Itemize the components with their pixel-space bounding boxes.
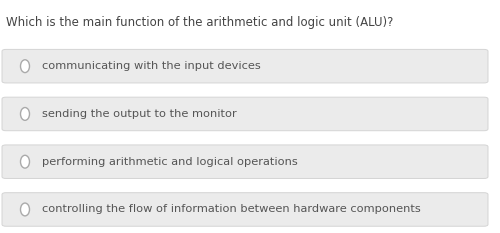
Text: sending the output to the monitor: sending the output to the monitor <box>42 109 237 119</box>
Ellipse shape <box>20 155 30 168</box>
Ellipse shape <box>20 107 30 120</box>
Text: Which is the main function of the arithmetic and logic unit (ALU)?: Which is the main function of the arithm… <box>6 16 394 29</box>
Ellipse shape <box>20 60 30 73</box>
FancyBboxPatch shape <box>2 193 488 226</box>
FancyBboxPatch shape <box>2 97 488 131</box>
Text: controlling the flow of information between hardware components: controlling the flow of information betw… <box>42 205 421 214</box>
Ellipse shape <box>20 203 30 216</box>
FancyBboxPatch shape <box>2 49 488 83</box>
Text: performing arithmetic and logical operations: performing arithmetic and logical operat… <box>42 157 298 167</box>
Text: communicating with the input devices: communicating with the input devices <box>42 61 261 71</box>
FancyBboxPatch shape <box>2 145 488 178</box>
